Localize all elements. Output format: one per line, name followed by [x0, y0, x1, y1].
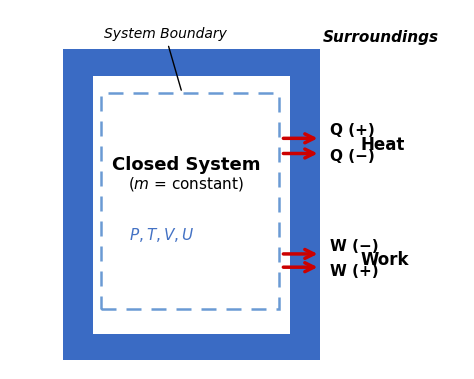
FancyBboxPatch shape	[63, 49, 320, 360]
Text: System Boundary: System Boundary	[103, 27, 227, 90]
Text: Q (−): Q (−)	[330, 149, 374, 164]
Text: W (−): W (−)	[330, 239, 378, 254]
Text: $P, T, V, U$: $P, T, V, U$	[128, 226, 194, 244]
Text: Work: Work	[360, 251, 409, 269]
Text: Heat: Heat	[360, 136, 404, 154]
FancyBboxPatch shape	[93, 76, 290, 334]
Text: Closed System: Closed System	[111, 156, 260, 174]
Text: ($m$ = constant): ($m$ = constant)	[128, 175, 244, 193]
Text: W (+): W (+)	[330, 264, 378, 279]
Text: Surroundings: Surroundings	[323, 30, 439, 45]
Text: Q (+): Q (+)	[330, 123, 374, 138]
